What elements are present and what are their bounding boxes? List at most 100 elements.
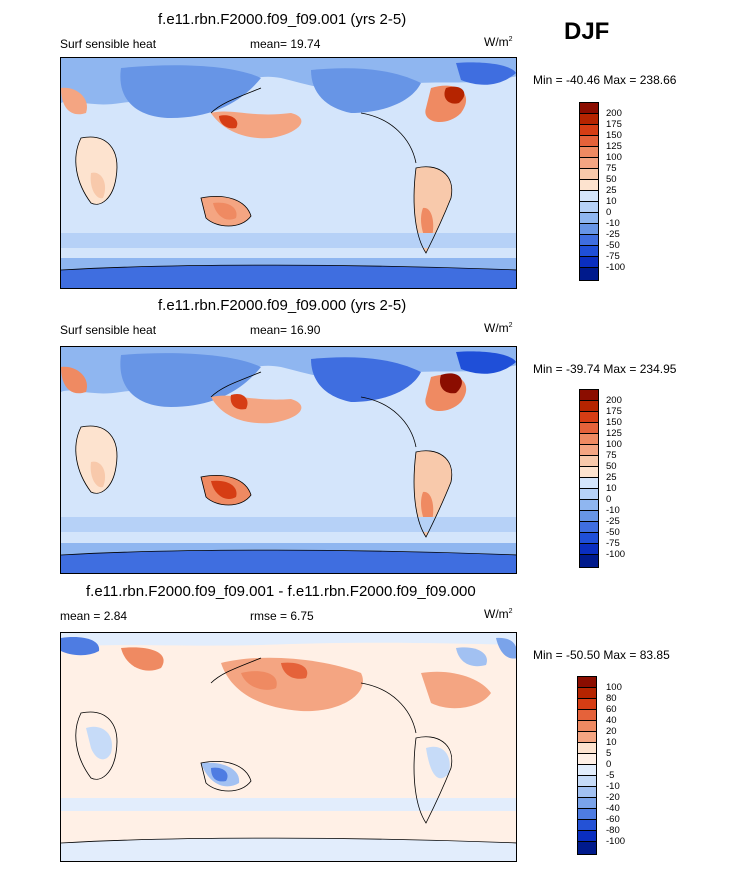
cbar2-box-10 bbox=[579, 500, 599, 511]
cbar3-tick-12: -60 bbox=[606, 814, 620, 825]
cbar2-box-9 bbox=[579, 489, 599, 500]
cbar3-tick-5: 10 bbox=[606, 737, 617, 748]
units-text: W/m bbox=[484, 35, 509, 49]
panel3-map-svg bbox=[61, 633, 516, 861]
cbar2-box-11 bbox=[579, 511, 599, 522]
panel3-rmse: rmse = 6.75 bbox=[250, 609, 314, 623]
panel2-map-svg bbox=[61, 347, 516, 573]
cbar1-tick-12: -50 bbox=[606, 240, 620, 251]
cbar3-tick-10: -20 bbox=[606, 792, 620, 803]
cbar2-box-4 bbox=[579, 434, 599, 445]
panel1-map bbox=[60, 57, 517, 289]
coastlines bbox=[61, 657, 516, 844]
cbar3-box-7 bbox=[577, 754, 597, 765]
units-text: W/m bbox=[484, 321, 509, 335]
cbar1-box-15 bbox=[579, 268, 599, 281]
cbar1-tick-13: -75 bbox=[606, 251, 620, 262]
cbar2-box-0 bbox=[579, 389, 599, 401]
cbar1-tick-10: -10 bbox=[606, 218, 620, 229]
cbar2-box-12 bbox=[579, 522, 599, 533]
cbar1-box-7 bbox=[579, 180, 599, 191]
labrador-negative bbox=[456, 647, 487, 667]
australia-core-negative bbox=[211, 767, 228, 782]
panel3-map bbox=[60, 632, 517, 862]
gulfstream-core bbox=[439, 373, 462, 394]
units-sup: 2 bbox=[508, 322, 513, 329]
eurasia-cold bbox=[120, 353, 261, 407]
cbar1-tick-9: 0 bbox=[606, 207, 612, 218]
panel2-map bbox=[60, 346, 517, 574]
panel3-title: f.e11.rbn.F2000.f09_f09.001 - f.e11.rbn.… bbox=[86, 583, 476, 600]
cbar1-tick-1: 175 bbox=[606, 119, 622, 130]
cbar2-box-8 bbox=[579, 478, 599, 489]
southern-band bbox=[61, 233, 516, 248]
cbar2-box-3 bbox=[579, 423, 599, 434]
panel1-map-svg bbox=[61, 58, 516, 288]
cbar2-tick-5: 75 bbox=[606, 450, 617, 461]
panel1-mean: mean= 19.74 bbox=[250, 37, 321, 51]
greenland-cold bbox=[456, 62, 516, 85]
cbar2-tick-14: -100 bbox=[606, 549, 626, 560]
cbar3-box-2 bbox=[577, 699, 597, 710]
south-africa bbox=[90, 172, 106, 199]
units-sup: 2 bbox=[508, 36, 513, 43]
cbar2-tick-1: 175 bbox=[606, 406, 622, 417]
cbar3-box-6 bbox=[577, 743, 597, 754]
southern-band bbox=[61, 798, 516, 811]
south-america-negative bbox=[426, 746, 450, 779]
panel3-mean: mean = 2.84 bbox=[60, 609, 128, 623]
antarctica-cold bbox=[61, 265, 516, 288]
cbar2-box-2 bbox=[579, 412, 599, 423]
cbar1-box-9 bbox=[579, 202, 599, 213]
southern-band bbox=[61, 517, 516, 532]
aleutian-positive bbox=[281, 662, 308, 679]
europe-negative bbox=[61, 637, 100, 656]
south-africa bbox=[90, 461, 106, 488]
australia-core bbox=[211, 480, 237, 500]
panel2-variable-label: Surf sensible heat bbox=[60, 323, 157, 337]
panel2-minmax: Min = -39.74 Max = 234.95 bbox=[533, 362, 677, 376]
cbar1-tick-4: 100 bbox=[606, 152, 622, 163]
cbar1-box-2 bbox=[579, 125, 599, 136]
cbar1-box-12 bbox=[579, 235, 599, 246]
north-america-cold bbox=[311, 357, 421, 402]
panel1-title: f.e11.rbn.F2000.f09_f09.001 (yrs 2-5) bbox=[158, 11, 407, 28]
cbar1-tick-0: 200 bbox=[606, 108, 622, 119]
cbar1-tick-7: 25 bbox=[606, 185, 617, 196]
europe-warm bbox=[61, 87, 87, 115]
cbar1-box-3 bbox=[579, 136, 599, 147]
cbar3-tick-11: -40 bbox=[606, 803, 620, 814]
kuroshio-core bbox=[230, 393, 248, 410]
cbar3-box-9 bbox=[577, 776, 597, 787]
cbar2-tick-0: 200 bbox=[606, 395, 622, 406]
nordic-negative bbox=[496, 637, 516, 659]
cbar2-box-5 bbox=[579, 445, 599, 456]
cbar2-box-1 bbox=[579, 401, 599, 412]
cbar3-box-12 bbox=[577, 809, 597, 820]
antarctica bbox=[61, 838, 516, 861]
panel2-units: W/m2 bbox=[484, 321, 513, 335]
gulfstream-core bbox=[444, 86, 465, 104]
cbar1-tick-2: 150 bbox=[606, 130, 622, 141]
units-sup: 2 bbox=[508, 608, 513, 615]
cbar1-box-1 bbox=[579, 114, 599, 125]
cbar2-tick-9: 0 bbox=[606, 494, 612, 505]
cbar3-box-8 bbox=[577, 765, 597, 776]
panel1-minmax: Min = -40.46 Max = 238.66 bbox=[533, 73, 677, 87]
cbar1-tick-5: 75 bbox=[606, 163, 617, 174]
cbar3-tick-6: 5 bbox=[606, 748, 612, 759]
africa-negative bbox=[86, 726, 112, 760]
panel2-mean: mean= 16.90 bbox=[250, 323, 321, 337]
cbar3-tick-4: 20 bbox=[606, 726, 617, 737]
cbar2-box-7 bbox=[579, 467, 599, 478]
cbar3-tick-9: -10 bbox=[606, 781, 620, 792]
cbar1-tick-3: 125 bbox=[606, 141, 622, 152]
cbar2-tick-10: -10 bbox=[606, 505, 620, 516]
cbar3-tick-3: 40 bbox=[606, 715, 617, 726]
panel3-colorbar: 100 80 60 40 20 10 5 0 -5 -10 -20 -40 -6… bbox=[577, 676, 637, 858]
africa bbox=[75, 426, 117, 494]
cbar2-tick-3: 125 bbox=[606, 428, 622, 439]
cbar3-tick-8: -5 bbox=[606, 770, 615, 781]
panel1-units: W/m2 bbox=[484, 35, 513, 49]
panel2-title: f.e11.rbn.F2000.f09_f09.000 (yrs 2-5) bbox=[158, 297, 407, 314]
